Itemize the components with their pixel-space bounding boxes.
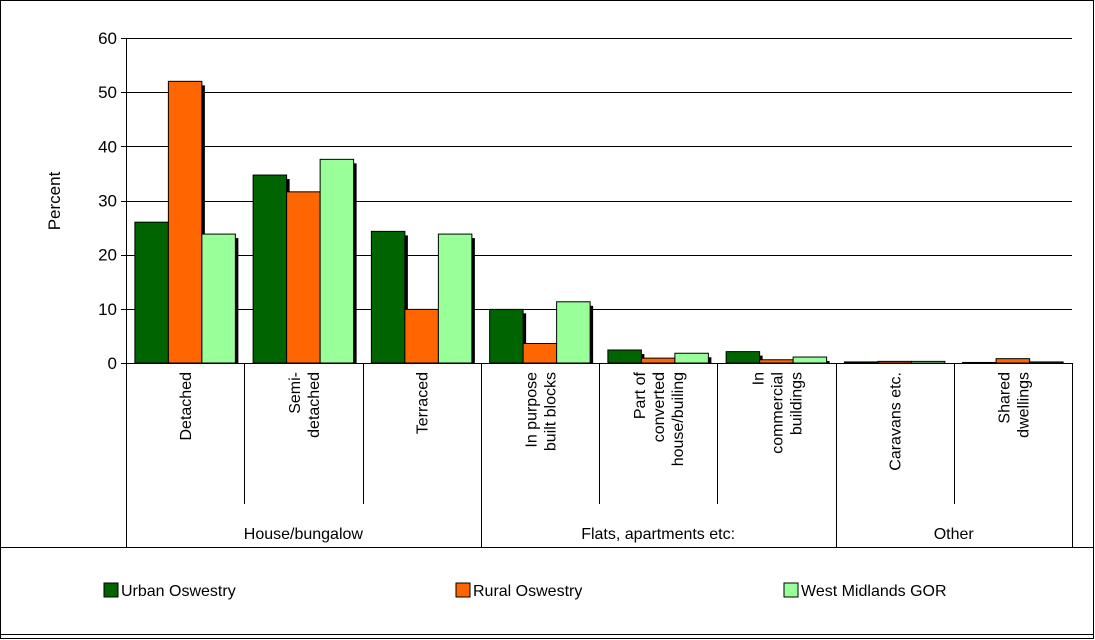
bar (759, 359, 794, 364)
bar (725, 351, 761, 364)
x-tick-label-text: Shared dwellings (996, 372, 1032, 438)
bar (522, 343, 558, 364)
bar (201, 233, 236, 364)
x-group-label: Flats, apartments etc: (581, 526, 735, 543)
bar (556, 301, 591, 364)
legend-label: Urban Oswestry (121, 583, 236, 600)
x-tick-label: Shared dwellings (996, 372, 1032, 438)
bar (319, 158, 355, 364)
bar (674, 352, 709, 364)
x-group-label: House/bungalow (244, 526, 364, 543)
x-tick-label-text: Caravans etc. (888, 372, 905, 471)
legend-swatch (455, 582, 471, 598)
bar (167, 80, 203, 364)
bar (134, 221, 169, 364)
x-tick-label: In commercial buildings (750, 372, 805, 454)
bar (286, 191, 321, 364)
bar (1029, 361, 1064, 364)
x-tick-label-text: In purpose built blocks (523, 372, 559, 451)
y-tick-label: 30 (98, 192, 117, 211)
y-tick-label: 60 (98, 29, 117, 48)
x-axis: Detached Semi-detached Terraced In purpose b… (126, 363, 1073, 547)
y-axis: 0 10 20 30 40 50 60 (98, 29, 127, 373)
y-tick-label: 50 (98, 83, 117, 102)
legend: Urban Oswestry Rural Oswestry West Midland… (0, 547, 1094, 635)
x-group-label: Other (934, 526, 975, 543)
legend-label: West Midlands GOR (801, 583, 947, 600)
y-tick-label: 20 (98, 246, 117, 265)
x-tick-label: Detached (178, 372, 195, 441)
x-tick-label: Caravans etc. (888, 372, 905, 471)
legend-swatch (103, 582, 119, 598)
x-tick-label-text: Terraced (415, 372, 432, 434)
bar (995, 358, 1031, 364)
legend-swatch (783, 582, 799, 598)
y-tick-label: 40 (98, 137, 117, 156)
bar (843, 361, 879, 364)
x-tick-label: Terraced (415, 372, 432, 434)
bar (607, 349, 642, 364)
x-tick-label-text: Semi-detached (287, 372, 323, 438)
bar (370, 230, 406, 364)
bars (134, 80, 1064, 364)
y-tick-label: 0 (108, 354, 117, 373)
bar (640, 357, 676, 364)
x-tick-label: Semi-detached (287, 372, 323, 438)
y-tick-label: 10 (98, 300, 117, 319)
y-axis-label: Percent (45, 171, 64, 230)
bar (877, 360, 912, 364)
bar (404, 308, 439, 364)
bar (962, 361, 997, 364)
bar (252, 174, 288, 364)
bar (792, 356, 828, 364)
legend-label: Rural Oswestry (473, 583, 582, 600)
x-tick-label-text: Part of converted house/builing (632, 371, 687, 466)
x-tick-label: Part of converted house/builing (632, 371, 687, 466)
x-tick-label-text: Detached (178, 372, 195, 441)
bar (910, 360, 946, 364)
x-tick-label: In purpose built blocks (523, 372, 559, 451)
x-tick-label-text: In commercial buildings (750, 372, 805, 454)
bar (489, 308, 524, 364)
bar (437, 233, 473, 364)
